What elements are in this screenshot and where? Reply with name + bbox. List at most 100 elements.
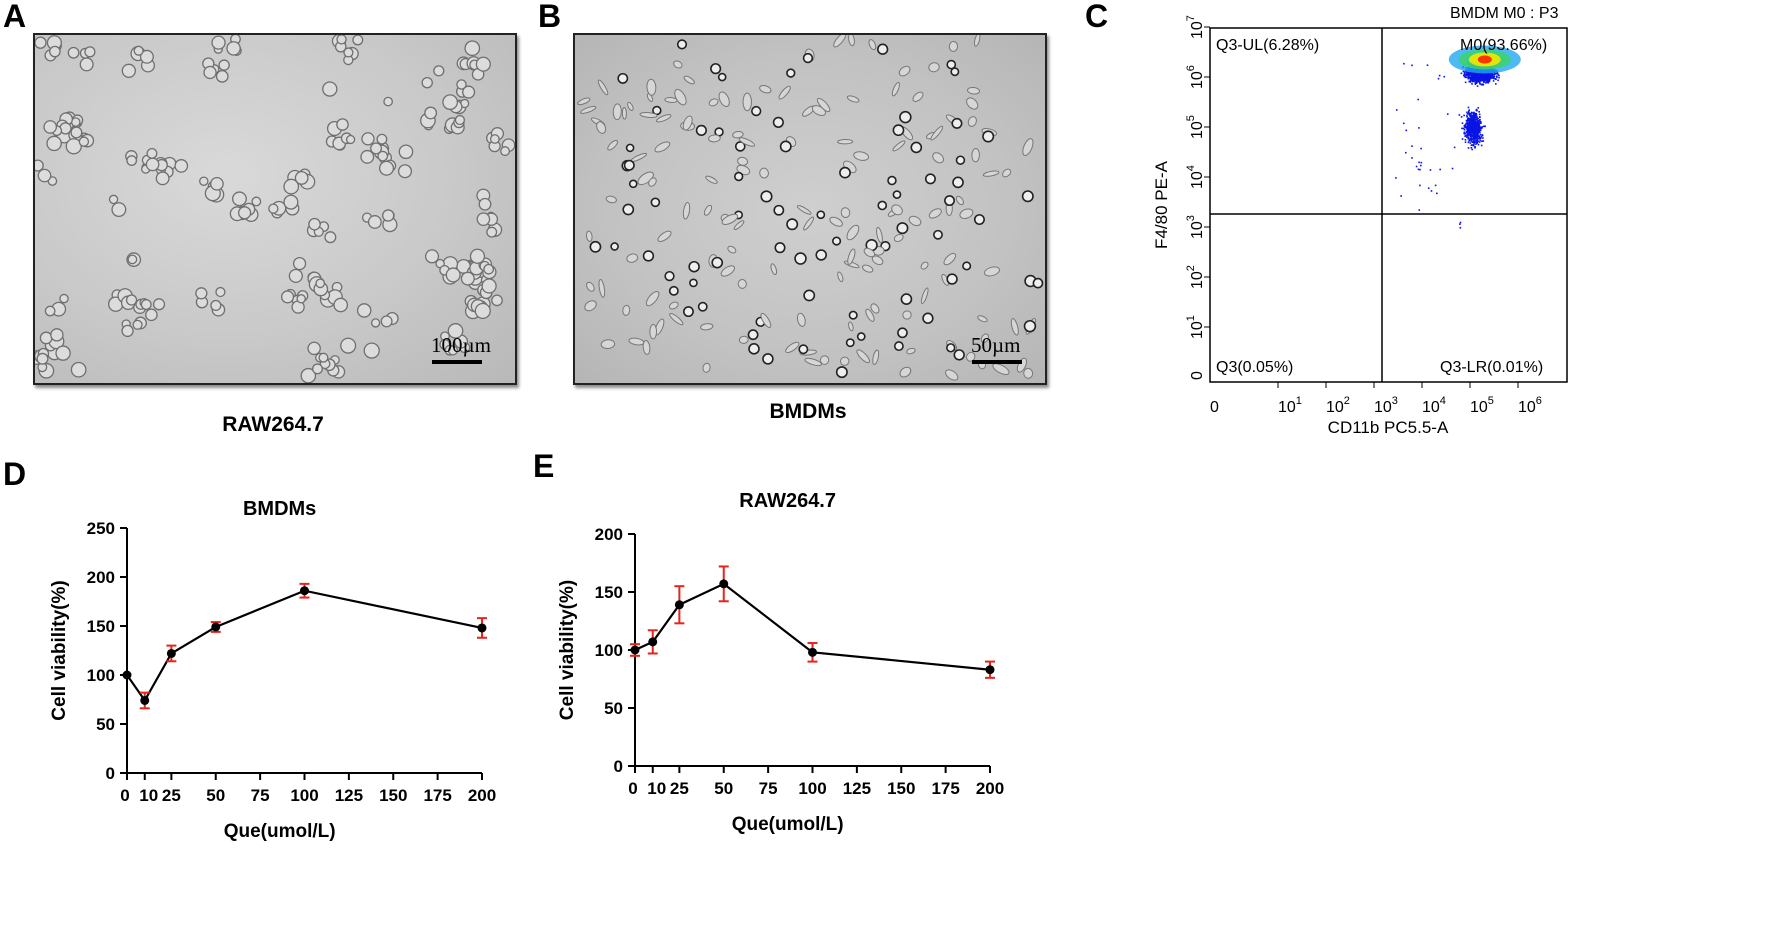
spindle-cell (977, 315, 988, 323)
round-cell (751, 105, 762, 117)
event-dot (1496, 76, 1498, 79)
event-dot (1474, 145, 1476, 148)
event-dot (1473, 143, 1475, 146)
spindle-cell (669, 313, 684, 326)
event-dot (1478, 75, 1481, 78)
event-dot (1472, 72, 1475, 74)
event-dot (1492, 74, 1495, 76)
event-dot (1483, 80, 1485, 82)
round-cell (779, 140, 792, 153)
spindle-cell (856, 349, 870, 364)
event-dot (1395, 177, 1397, 179)
event-dot (1471, 141, 1474, 144)
event-dot (1475, 81, 1477, 83)
cell (367, 215, 382, 229)
event-dot (1476, 139, 1479, 142)
cell (343, 47, 354, 58)
event-dot (1477, 78, 1480, 81)
event-dot (1472, 78, 1474, 81)
event-dot (1463, 72, 1466, 74)
event-dot (1473, 76, 1476, 79)
event-dot (1464, 70, 1466, 73)
event-dot (1427, 187, 1430, 190)
round-cell (897, 327, 908, 339)
flow-y-tick: 103 (1185, 215, 1206, 239)
spindle-cell (703, 204, 713, 216)
event-dot (1472, 136, 1474, 138)
cell (336, 118, 349, 131)
event-dot (1467, 74, 1470, 77)
flow-x-tick: 105 (1470, 395, 1494, 416)
cell (126, 155, 138, 166)
event-dot (1472, 140, 1475, 142)
event-dot (1479, 131, 1481, 134)
spindle-cell (848, 35, 855, 47)
event-dot (1478, 141, 1481, 143)
spindle-cell (733, 220, 745, 231)
event-dot (1395, 109, 1398, 111)
caption-b: BMDMs (769, 400, 847, 423)
event-dot (1411, 157, 1413, 159)
event-dot (1476, 135, 1479, 138)
event-dot (1486, 76, 1488, 79)
event-dot (1469, 77, 1472, 80)
cell (454, 114, 466, 126)
event-dot (1476, 140, 1479, 143)
spindle-cell (796, 312, 806, 327)
cell (78, 136, 90, 147)
event-dot (1475, 137, 1478, 139)
scale-bar-a (432, 360, 482, 364)
spindle-cell (621, 107, 627, 120)
event-dot (1463, 128, 1466, 131)
round-cell (748, 343, 760, 355)
event-dot (1476, 142, 1479, 144)
event-dot (1471, 77, 1474, 80)
event-dot (1468, 114, 1471, 116)
round-cell (950, 67, 960, 77)
event-dot (1467, 138, 1470, 140)
event-dot (1469, 113, 1472, 116)
event-dot (1476, 109, 1478, 112)
event-dot (1470, 116, 1472, 119)
spindle-cell (865, 308, 875, 322)
event-dot (1471, 76, 1474, 79)
event-dot (1472, 122, 1474, 124)
cell (460, 271, 475, 286)
spindle-cell (607, 139, 619, 151)
cell (43, 120, 58, 134)
event-dot (1464, 132, 1467, 135)
event-dot (1474, 128, 1477, 131)
event-dot (1466, 115, 1468, 118)
spindle-cell (649, 324, 658, 340)
round-cell (625, 143, 635, 153)
cell (195, 287, 208, 300)
event-dot (1466, 72, 1469, 75)
event-dot (1476, 117, 1478, 120)
data-point (122, 670, 132, 680)
event-dot (1470, 134, 1472, 137)
spindle-cell (837, 271, 844, 283)
event-dot (1480, 144, 1483, 147)
event-dot (1472, 129, 1475, 131)
event-dot (1461, 127, 1463, 130)
spindle-cell (848, 321, 854, 332)
event-dot (1462, 70, 1465, 73)
round-cell (650, 197, 661, 208)
event-dot (1472, 135, 1474, 137)
round-cell (617, 72, 629, 84)
event-dot (1464, 135, 1467, 137)
y-tick-label: 200 (87, 568, 115, 587)
event-dot (1471, 144, 1474, 146)
round-cell (896, 222, 909, 235)
event-dot (1418, 209, 1421, 211)
event-dot (1419, 168, 1421, 171)
spindle-cell (930, 125, 944, 141)
event-dot (1474, 112, 1476, 115)
cell (383, 96, 393, 107)
round-cell (774, 242, 786, 254)
round-cell (803, 289, 816, 302)
x-tick-label: 200 (468, 786, 496, 805)
event-dot (1472, 75, 1475, 78)
data-point (211, 622, 221, 632)
flow-cytometry-plot: BMDM M0 : P3 Q3-UL(6.28%) M0(93.66%) Q3(… (1152, 5, 1568, 437)
